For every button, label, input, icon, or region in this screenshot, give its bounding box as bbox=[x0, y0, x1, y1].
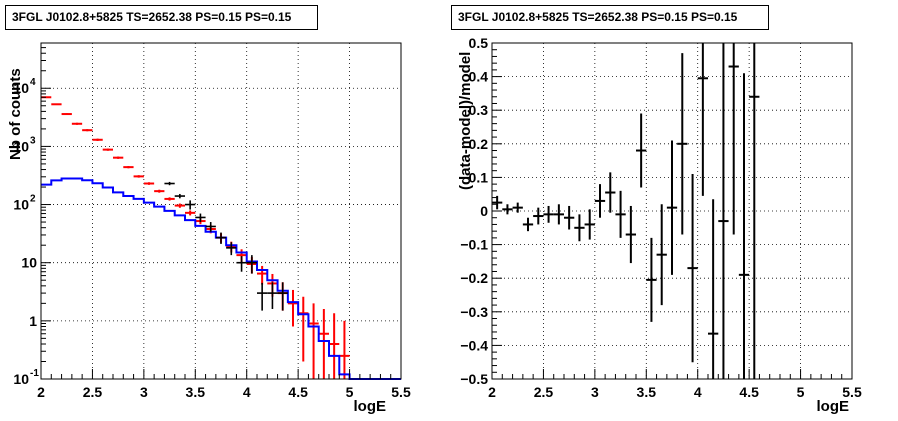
right-y-tick-label: −0.1 bbox=[460, 237, 488, 253]
right-x-tick-label: 4.5 bbox=[739, 384, 759, 400]
right-y-tick-label: 0.1 bbox=[469, 169, 489, 185]
left-x-tick-label: 4.5 bbox=[288, 384, 308, 400]
left-chart-title: 3FGL J0102.8+5825 TS=2652.38 PS=0.15 PS=… bbox=[5, 5, 318, 30]
right-x-tick-label: 3.5 bbox=[637, 384, 657, 400]
right-y-tick-label: 0 bbox=[480, 203, 488, 219]
left-grid bbox=[41, 43, 401, 379]
left-y-axis-label: Nb of counts bbox=[7, 68, 24, 160]
right-y-tick-label: 0.3 bbox=[469, 102, 489, 118]
left-y-tick-exponent: 4 bbox=[30, 77, 36, 88]
right-y-tick-label: 0.5 bbox=[469, 35, 489, 51]
right-y-tick-label: 0.4 bbox=[469, 69, 489, 85]
left-y-tick-label: 10 bbox=[13, 138, 29, 154]
left-x-tick-label: 5.5 bbox=[391, 384, 411, 400]
right-y-tick-label: −0.2 bbox=[460, 270, 488, 286]
left-y-tick-label: 10 bbox=[13, 371, 29, 387]
left-plot-frame bbox=[40, 42, 402, 380]
left-y-tick-exponent: -1 bbox=[30, 368, 39, 379]
right-grid bbox=[492, 43, 852, 379]
left-x-tick-label: 3.5 bbox=[186, 384, 206, 400]
left-plot-area bbox=[41, 43, 401, 379]
right-x-tick-label: 3 bbox=[591, 384, 599, 400]
right-x-axis-label: logE bbox=[817, 398, 850, 415]
left-x-tick-label: 5 bbox=[346, 384, 354, 400]
left-y-tick-label: 1 bbox=[29, 313, 37, 329]
right-x-tick-label: 4 bbox=[694, 384, 702, 400]
right-y-tick-label: −0.4 bbox=[460, 337, 488, 353]
left-y-tick-label: 10 bbox=[13, 197, 29, 213]
left-y-tick-exponent: 3 bbox=[30, 135, 36, 146]
left-x-axis-label: logE bbox=[354, 398, 387, 415]
left-x-tick-label: 4 bbox=[243, 384, 251, 400]
left-x-tick-label: 2 bbox=[37, 384, 45, 400]
left-x-tick-label: 3 bbox=[140, 384, 148, 400]
right-x-ticks bbox=[491, 369, 853, 379]
right-chart-title: 3FGL J0102.8+5825 TS=2652.38 PS=0.15 PS=… bbox=[451, 5, 769, 30]
left-x-ticks bbox=[40, 369, 402, 379]
left-x-tick-label: 2.5 bbox=[83, 384, 103, 400]
left-y-tick-label: 10 bbox=[21, 255, 37, 271]
left-series-blue-model bbox=[41, 177, 401, 380]
right-y-tick-label: 0.2 bbox=[469, 136, 489, 152]
left-y-ticks bbox=[41, 42, 51, 380]
right-y-tick-label: −0.3 bbox=[460, 304, 488, 320]
right-y-tick-label: −0.5 bbox=[460, 371, 488, 387]
right-x-tick-label: 5.5 bbox=[842, 384, 862, 400]
left-y-tick-exponent: 2 bbox=[30, 194, 36, 205]
right-x-tick-label: 5 bbox=[797, 384, 805, 400]
right-x-tick-label: 2 bbox=[488, 384, 496, 400]
right-y-axis-label: (data-model)/model bbox=[457, 52, 474, 190]
left-y-tick-label: 10 bbox=[13, 80, 29, 96]
right-residual-points bbox=[492, 43, 760, 379]
left-series-black bbox=[164, 181, 288, 311]
right-x-tick-label: 2.5 bbox=[534, 384, 554, 400]
right-y-ticks bbox=[492, 42, 502, 380]
